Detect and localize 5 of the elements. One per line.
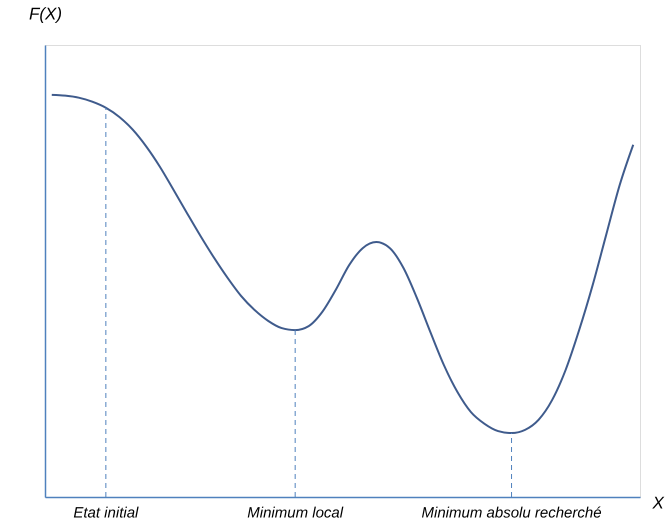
x-tick-label: Minimum absolu recherché xyxy=(421,504,602,522)
y-axis-title: F(X) xyxy=(28,4,62,24)
x-axis-title: X xyxy=(652,494,664,512)
x-tick-label: Etat initial xyxy=(73,504,140,522)
x-tick-label: Minimum local xyxy=(247,504,344,522)
